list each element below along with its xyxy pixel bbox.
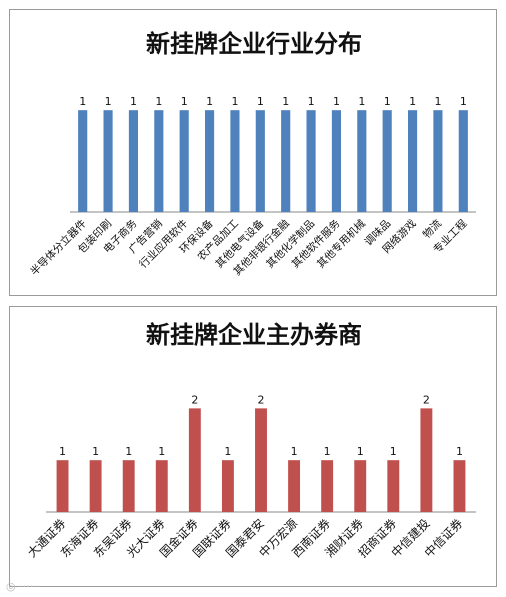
data-label: 1 (358, 95, 365, 108)
bar (420, 408, 433, 512)
bar (155, 460, 168, 512)
data-label: 1 (224, 445, 231, 458)
bar (221, 460, 234, 512)
data-label: 1 (409, 95, 416, 108)
bar (288, 460, 301, 512)
data-label: 1 (158, 445, 165, 458)
data-label: 1 (130, 95, 137, 108)
bar (154, 110, 164, 212)
data-label: 1 (92, 445, 99, 458)
data-label: 1 (125, 445, 132, 458)
broker-chart-title: 新挂牌企业主办券商 (146, 320, 362, 349)
industry-chart-panel: 新挂牌企业行业分布 1 半导体分立器件 1 包装印刷 1 电子商务 1 广告营销 1 行业应用软件… (9, 9, 497, 296)
data-label: 1 (282, 95, 289, 108)
bar (89, 460, 102, 512)
data-label: 1 (231, 95, 238, 108)
bar (382, 110, 392, 212)
data-label: 1 (333, 95, 340, 108)
bar (387, 460, 400, 512)
data-label: 1 (384, 95, 391, 108)
broker-chart-panel: 新挂牌企业主办券商 1 大通证券 1 东海证券 1 东吴证券 1 光大证券 2 国金证券 1 国联证券… (9, 306, 497, 587)
bar (331, 110, 342, 212)
bar (354, 460, 367, 512)
bar (179, 110, 189, 212)
data-label: 2 (258, 393, 265, 406)
bar (188, 408, 201, 512)
bar (255, 408, 267, 512)
data-label: 2 (423, 393, 430, 406)
data-label: 2 (191, 393, 198, 406)
bar (78, 110, 88, 212)
data-label: 1 (181, 95, 188, 108)
data-label: 1 (79, 95, 86, 108)
data-label: 1 (105, 95, 112, 108)
broker-chart: 新挂牌企业主办券商 1大通证券1东海证券1东吴证券1光大证券2国金证券1国联证券… (24, 320, 476, 560)
data-label: 1 (59, 445, 66, 458)
data-label: 1 (460, 95, 467, 108)
bar (453, 460, 466, 512)
watermark-logo: ◎ ······ (6, 580, 41, 593)
data-label: 1 (308, 95, 315, 108)
bar (103, 110, 113, 212)
data-label: 1 (155, 95, 162, 108)
industry-chart-title: 新挂牌企业行业分布 (146, 29, 362, 58)
bar (122, 460, 135, 512)
bar (306, 110, 316, 212)
data-label: 1 (390, 445, 397, 458)
bar (433, 110, 443, 212)
bar (281, 110, 291, 212)
bar (255, 110, 265, 212)
data-label: 1 (434, 95, 441, 108)
bar (128, 110, 139, 212)
industry-chart: 新挂牌企业行业分布 1半导体分立器件1包装印刷1电子商务1广告营销1行业应用软件… (28, 29, 476, 278)
bar (204, 110, 215, 212)
data-label: 1 (291, 445, 298, 458)
bar (56, 460, 69, 512)
data-label: 1 (357, 445, 364, 458)
bar (357, 110, 367, 212)
bar (407, 110, 418, 212)
data-label: 1 (324, 445, 331, 458)
data-label: 1 (456, 445, 463, 458)
data-label: 1 (206, 95, 213, 108)
bar (230, 110, 240, 212)
bar (321, 460, 334, 512)
bar (458, 110, 468, 212)
data-label: 1 (257, 95, 264, 108)
